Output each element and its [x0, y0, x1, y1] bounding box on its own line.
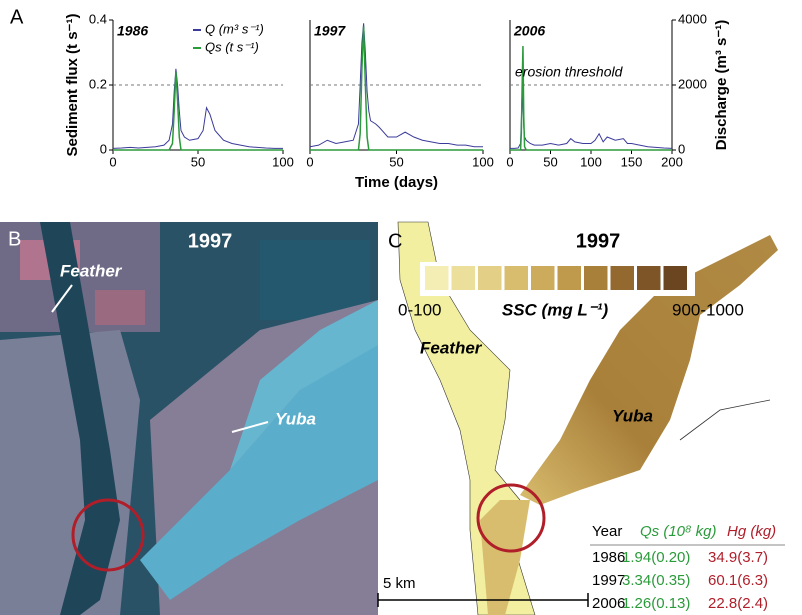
x-tick-label: 100 [472, 154, 494, 169]
scale-bar-label: 5 km [383, 575, 416, 592]
colorbar-min: 0-100 [398, 300, 441, 319]
table-cell: 3.34(0.35) [622, 572, 690, 589]
series-line [510, 45, 672, 151]
threshold-label: erosion threshold [515, 64, 624, 80]
x-tick-label: 50 [389, 154, 403, 169]
table-cell: 60.1(6.3) [708, 572, 768, 589]
y2-tick-label: 2000 [678, 76, 707, 91]
x-tick-label: 50 [191, 154, 205, 169]
table-cell: 2006 [592, 595, 625, 612]
chart-title: 1986 [117, 23, 148, 39]
y2-tick-label: 4000 [678, 11, 707, 26]
river-label: Feather [60, 261, 123, 280]
series-line [510, 91, 673, 149]
colorbar-swatch [531, 266, 555, 290]
y2-axis-label: Discharge (m³ s⁻¹) [713, 20, 730, 150]
table-cell: 22.8(2.4) [708, 595, 768, 612]
table-header: Year [592, 523, 622, 540]
table-cell: 1.94(0.20) [622, 549, 690, 566]
river-label: Feather [420, 338, 483, 357]
series-line [310, 26, 483, 151]
colorbar-max: 900-1000 [672, 300, 744, 319]
x-tick-label: 100 [580, 154, 602, 169]
river-label: Yuba [612, 406, 653, 425]
x-tick-label: 150 [621, 154, 643, 169]
y-tick-label: 0.4 [89, 11, 107, 26]
colorbar-swatch [610, 266, 634, 290]
table-header: Qs (10⁸ kg) [640, 523, 717, 540]
panel-title: 1997 [188, 230, 233, 252]
x-axis-label: Time (days) [355, 174, 438, 191]
panel-title: 1997 [576, 230, 621, 252]
colorbar-swatch [637, 266, 661, 290]
panel-label: B [8, 228, 21, 250]
colorbar-swatch [584, 266, 608, 290]
colorbar-title: SSC (mg L⁻¹) [502, 300, 609, 319]
colorbar-swatch [663, 266, 687, 290]
colorbar-swatch [425, 266, 449, 290]
x-tick-label: 50 [543, 154, 557, 169]
chart-title: 1997 [314, 23, 346, 39]
x-tick-label: 0 [506, 154, 513, 169]
panel-label: C [388, 230, 402, 252]
table-cell: 1986 [592, 549, 625, 566]
river-label: Yuba [275, 409, 316, 428]
legend-label: Qs (t s⁻¹) [205, 39, 259, 54]
legend-label: Q (m³ s⁻¹) [205, 21, 264, 36]
y-tick-label: 0 [100, 141, 107, 156]
chart-title: 2006 [513, 23, 545, 39]
panel-label: A [10, 6, 24, 28]
x-tick-label: 0 [306, 154, 313, 169]
x-tick-label: 100 [272, 154, 294, 169]
table-cell: 1997 [592, 572, 625, 589]
y-axis-label: Sediment flux (t s⁻¹) [64, 14, 81, 157]
colorbar-swatch [557, 266, 581, 290]
x-tick-label: 0 [109, 154, 116, 169]
series-line [112, 68, 283, 149]
x-tick-label: 200 [661, 154, 683, 169]
series-line [309, 23, 483, 148]
table-header: Hg (kg) [727, 523, 776, 540]
satellite-image [0, 222, 378, 615]
series-line [113, 71, 283, 151]
y-tick-label: 0.2 [89, 76, 107, 91]
colorbar-swatch [504, 266, 528, 290]
colorbar-swatch [478, 266, 502, 290]
table-cell: 34.9(3.7) [708, 549, 768, 566]
colorbar-swatch [451, 266, 475, 290]
y2-tick-label: 0 [678, 141, 685, 156]
table-cell: 1.26(0.13) [622, 595, 690, 612]
